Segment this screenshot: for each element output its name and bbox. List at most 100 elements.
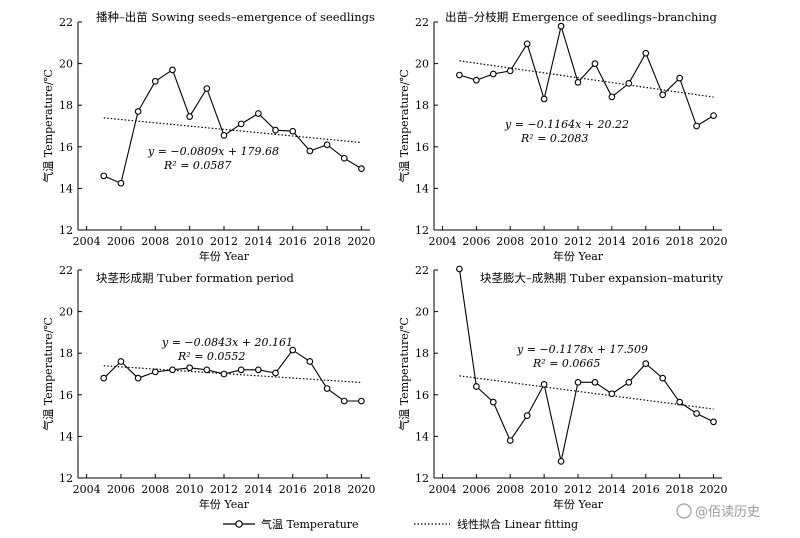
data-point xyxy=(117,358,125,365)
y-tick-label: 22 xyxy=(415,16,429,29)
legend-temperature-marker xyxy=(235,520,243,528)
x-tick-label: 2004 xyxy=(428,483,456,496)
data-point xyxy=(608,390,616,398)
data-point xyxy=(169,66,176,74)
y-tick-label: 14 xyxy=(59,430,73,443)
data-point xyxy=(358,165,365,172)
x-tick-label: 2008 xyxy=(496,235,524,248)
data-point xyxy=(693,122,700,130)
panel-title: 播种–出苗 Sowing seeds–emergence of seedling… xyxy=(96,10,375,24)
data-point xyxy=(473,383,480,390)
data-point xyxy=(473,76,480,84)
x-tick-label: 2016 xyxy=(632,235,660,248)
x-tick-label: 2016 xyxy=(632,483,660,496)
y-axis-title: 气温 Temperature/℃ xyxy=(41,69,55,183)
x-tick-label: 2020 xyxy=(700,483,728,496)
x-tick-label: 2004 xyxy=(73,235,101,248)
y-tick-label: 20 xyxy=(415,58,429,71)
x-tick-label: 2010 xyxy=(176,235,204,248)
watermark-text: @佰读历史 xyxy=(695,505,760,520)
y-tick-label: 18 xyxy=(415,99,429,112)
data-point xyxy=(693,410,700,417)
y-tick-label: 16 xyxy=(415,141,429,154)
x-tick-label: 2012 xyxy=(564,235,592,248)
data-point xyxy=(272,126,279,134)
x-tick-label: 2010 xyxy=(176,483,204,496)
y-tick-label: 14 xyxy=(415,430,429,443)
data-point xyxy=(659,374,667,382)
x-tick-label: 2006 xyxy=(107,235,135,248)
data-point xyxy=(608,93,616,101)
data-point xyxy=(489,70,497,78)
x-tick-label: 2020 xyxy=(347,235,375,248)
data-point xyxy=(557,458,565,465)
chart-panel-4: 12 14 16 18 20 22 2004 2006 2008 2010 2012 2014 2016… xyxy=(397,264,728,511)
data-point xyxy=(540,381,548,388)
data-point xyxy=(659,91,667,99)
y-tick-label: 22 xyxy=(59,264,73,277)
data-point xyxy=(151,77,159,85)
data-point xyxy=(134,108,142,115)
x-axis-title: 年份 Year xyxy=(553,497,604,511)
data-point xyxy=(237,366,245,374)
x-tick-label: 2020 xyxy=(347,483,375,496)
data-point xyxy=(169,366,176,374)
y-tick-label: 20 xyxy=(415,306,429,319)
data-point xyxy=(186,364,193,372)
data-point xyxy=(456,265,463,273)
y-tick-label: 12 xyxy=(415,472,429,485)
series-line xyxy=(103,349,362,402)
data-point xyxy=(591,60,599,67)
x-tick-label: 2020 xyxy=(700,235,728,248)
data-point xyxy=(506,437,514,444)
y-tick-label: 20 xyxy=(59,58,73,71)
data-point xyxy=(489,398,497,406)
series-line xyxy=(459,24,714,127)
x-tick-label: 2018 xyxy=(313,483,341,496)
fit-equation: y = −0.0809x + 179.68 xyxy=(147,145,279,158)
x-axis-title: 年份 Year xyxy=(553,249,604,263)
y-tick-label: 16 xyxy=(59,389,73,402)
data-point xyxy=(289,127,297,135)
data-point xyxy=(237,120,245,128)
data-point xyxy=(710,112,717,119)
fit-line xyxy=(459,60,714,98)
data-point xyxy=(220,370,228,378)
y-tick-label: 14 xyxy=(415,182,429,195)
x-tick-label: 2010 xyxy=(530,483,558,496)
fit-line xyxy=(459,375,714,410)
y-tick-label: 14 xyxy=(59,182,73,195)
data-point xyxy=(272,369,279,377)
x-axis-title: 年份 Year xyxy=(199,497,250,511)
y-tick-label: 12 xyxy=(415,224,429,237)
data-point xyxy=(642,49,650,57)
y-tick-label: 16 xyxy=(415,389,429,402)
y-axis-title: 气温 Temperature/℃ xyxy=(397,69,411,183)
data-point xyxy=(306,358,314,365)
chart-panel-1: 12 14 16 18 20 22 2004 2006 2008 2010 2012 2014 2016… xyxy=(41,10,375,263)
data-point xyxy=(642,360,650,367)
data-point xyxy=(289,346,297,354)
fit-r-squared: R² = 0.0552 xyxy=(177,350,245,363)
y-tick-label: 12 xyxy=(59,224,73,237)
data-point xyxy=(151,368,159,376)
x-tick-label: 2014 xyxy=(244,483,272,496)
panel-title: 块茎形成期 Tuber formation period xyxy=(96,271,295,285)
data-point xyxy=(323,385,331,392)
data-point xyxy=(456,71,463,79)
data-point xyxy=(358,397,365,405)
data-point xyxy=(220,132,228,139)
y-axis-title: 气温 Temperature/℃ xyxy=(397,317,411,431)
fit-r-squared: R² = 0.0665 xyxy=(532,357,600,370)
data-point xyxy=(625,378,633,386)
x-tick-label: 2012 xyxy=(210,235,238,248)
data-point xyxy=(676,74,683,82)
x-tick-label: 2004 xyxy=(73,483,101,496)
y-tick-label: 18 xyxy=(59,99,73,112)
x-tick-label: 2008 xyxy=(141,483,169,496)
data-point xyxy=(676,398,683,406)
data-point xyxy=(523,412,531,419)
x-tick-label: 2006 xyxy=(462,235,490,248)
